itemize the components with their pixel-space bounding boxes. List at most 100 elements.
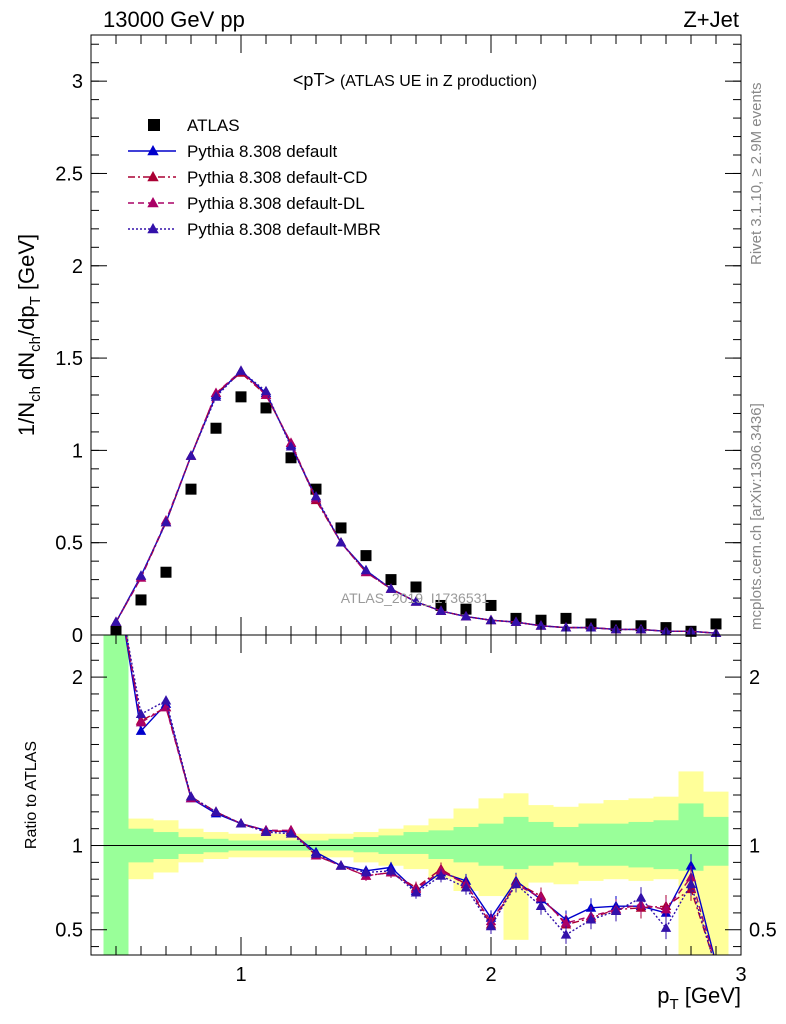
ratio-series-marker <box>435 870 447 880</box>
stat-uncertainty-band <box>453 827 479 863</box>
ratio-series-marker <box>711 960 721 969</box>
stat-uncertainty-band <box>403 832 429 854</box>
ratio-y-tick-label: 2 <box>72 667 83 689</box>
atlas-data-point <box>185 483 197 495</box>
mc-series-marker <box>185 450 197 460</box>
ratio-series-marker <box>335 860 347 870</box>
ratio-series-marker <box>410 887 422 897</box>
atlas-data-point <box>710 618 722 630</box>
ratio-series-marker <box>111 571 121 580</box>
atlas-data-point <box>260 402 272 414</box>
energy-label: 13000 GeV pp <box>103 7 245 32</box>
stat-uncertainty-band <box>603 823 629 866</box>
atlas-data-point <box>385 574 397 586</box>
ratio-series-marker <box>660 922 672 932</box>
ratio-series-marker <box>135 708 147 719</box>
atlas-data-point <box>135 594 147 606</box>
ratio-series-marker <box>560 917 572 927</box>
atlas-data-point <box>485 599 497 611</box>
legend-label: Pythia 8.308 default-DL <box>187 194 365 213</box>
ratio-series-marker <box>685 878 697 889</box>
rivet-version-label: Rivet 3.1.10, ≥ 2.9M events <box>748 83 765 266</box>
stat-uncertainty-band <box>353 837 379 853</box>
ratio-series-marker <box>610 905 622 916</box>
ratio-series-marker <box>260 826 272 836</box>
atlas-data-point <box>235 391 247 403</box>
legend-entry: ATLAS <box>148 116 240 135</box>
ratio-series-marker <box>711 961 721 970</box>
atlas-data-point <box>160 566 172 578</box>
mc-series-marker <box>460 611 472 621</box>
mc-series-marker <box>310 491 322 501</box>
main-y-axis-label: 1/Nch dNch/dpT [GeV] <box>14 234 44 436</box>
ratio-series-marker <box>111 571 121 580</box>
legend-entry: Pythia 8.308 default-MBR <box>128 220 381 239</box>
mc-series-marker <box>160 516 172 527</box>
mc-series-marker <box>410 596 422 606</box>
ratio-series-marker <box>585 914 597 924</box>
ratio-panel: 0.5 0.5 1 1 2 2 1 2 3 Ratio to ATLAS pT [GeV] <box>23 571 777 1013</box>
ratio-series-marker <box>711 963 721 972</box>
main-y-tick-label: 0.5 <box>55 533 83 555</box>
ratio-series-marker <box>185 791 197 801</box>
ratio-series-marker <box>135 725 147 735</box>
mc-series-marker <box>285 441 297 451</box>
ratio-series-marker <box>285 828 297 838</box>
stat-uncertainty-band <box>328 838 354 851</box>
ratio-series-marker <box>360 866 372 877</box>
ratio-series-marker <box>210 806 222 816</box>
mc-series-marker <box>135 570 147 580</box>
main-y-tick-label: 1.5 <box>55 348 83 370</box>
ratio-series-marker <box>111 571 121 580</box>
legend-label: Pythia 8.308 default-MBR <box>187 220 381 239</box>
stat-uncertainty-band <box>503 816 529 870</box>
atlas-data-point <box>560 612 572 624</box>
mc-series-marker <box>335 537 347 547</box>
legend-marker-triangle <box>147 223 159 234</box>
ratio-series-marker <box>535 892 547 902</box>
main-y-tick-label: 3 <box>72 71 83 93</box>
mc-series-marker <box>360 564 372 575</box>
main-y-tick-label: 2 <box>72 256 83 278</box>
stat-uncertainty-band <box>578 823 604 866</box>
ratio-series-marker <box>235 818 247 828</box>
legend-marker-triangle <box>147 145 159 156</box>
atlas-data-point <box>535 614 547 626</box>
mc-series-marker <box>260 385 272 396</box>
main-panel: 0 0.5 1 1.5 2 2.5 3 ATLAS_2019_I1736531 <pT> (… <box>14 34 742 647</box>
atlas-data-point <box>435 599 447 611</box>
plot-title-sub: (ATLAS UE in Z production) <box>340 73 537 90</box>
legend: ATLAS Pythia 8.308 default Pythia 8.308 de… <box>128 116 381 239</box>
legend-entry: Pythia 8.308 default-CD <box>128 168 368 187</box>
atlas-data-point <box>360 550 372 562</box>
atlas-data-point <box>310 483 322 495</box>
ratio-series-marker <box>635 892 647 902</box>
stat-uncertainty-band <box>378 835 404 854</box>
main-y-tick-label: 1 <box>72 440 83 462</box>
ratio-series-marker <box>135 717 147 727</box>
ratio-series-marker <box>460 882 472 892</box>
stat-uncertainty-band <box>703 816 729 866</box>
ratio-series-marker <box>535 900 547 911</box>
plot-title-main: <pT> <box>293 70 335 90</box>
ratio-y-tick-label: 0.5 <box>55 920 83 942</box>
stat-uncertainty-band <box>478 823 504 866</box>
ratio-y-tick-label-right: 2 <box>749 667 760 689</box>
legend-label: ATLAS <box>187 116 240 135</box>
ratio-series-marker <box>510 878 522 889</box>
ratio-series-marker <box>685 860 697 870</box>
ratio-y-tick-label-right: 1 <box>749 836 760 858</box>
ratio-series-marker <box>711 958 721 967</box>
plot-title: <pT> (ATLAS UE in Z production) <box>293 70 537 90</box>
atlas-data-point <box>460 603 472 615</box>
main-y-tick-label: 2.5 <box>55 163 83 185</box>
atlas-data-point <box>335 522 347 534</box>
legend-marker-triangle <box>147 171 159 182</box>
mc-series-marker <box>235 365 247 375</box>
mc-series-marker <box>210 391 222 401</box>
stat-uncertainty-band <box>553 827 579 863</box>
legend-label: Pythia 8.308 default <box>187 142 338 161</box>
atlas-data-point <box>210 422 222 434</box>
ratio-series-marker <box>160 695 172 705</box>
